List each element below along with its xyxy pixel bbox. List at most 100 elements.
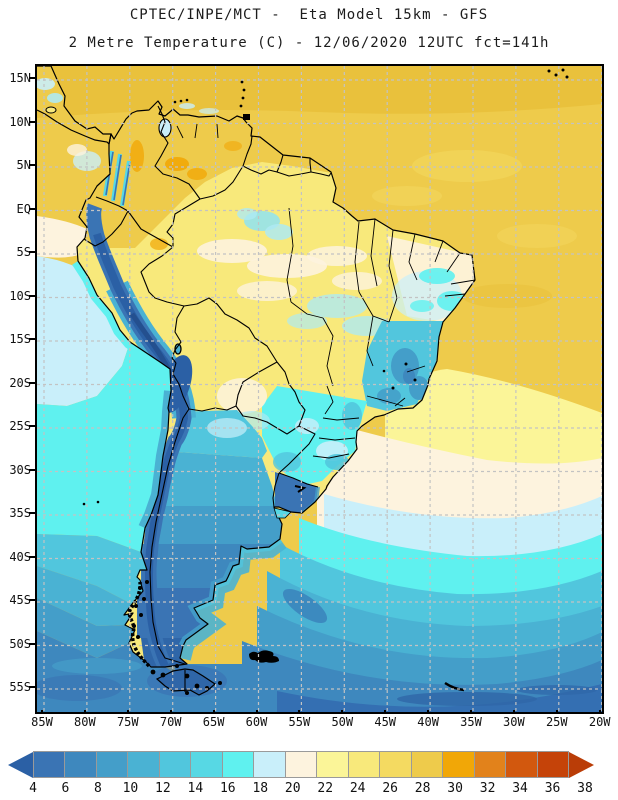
- colorbar-left-arrow: [8, 751, 33, 778]
- lat-tick: [29, 120, 35, 123]
- lat-label: 40S: [9, 549, 31, 564]
- colorbar-cell: [347, 751, 381, 778]
- colorbar-cell: [536, 751, 569, 778]
- lon-label: 35W: [460, 715, 482, 729]
- lat-label: 15N: [9, 71, 31, 85]
- lon-tick: [427, 710, 430, 714]
- lat-tick: [29, 468, 35, 471]
- lon-tick: [555, 710, 558, 714]
- lat-tick: [29, 251, 35, 253]
- colorbar-tick-label: 12: [155, 781, 171, 796]
- colorbar-tick-label: 20: [284, 781, 301, 796]
- lat-label: 45S: [9, 593, 31, 607]
- lon-tick: [212, 710, 215, 714]
- lat-label: 10S: [9, 288, 31, 303]
- lat-label: 10N: [9, 114, 31, 129]
- lon-label: 45W: [374, 715, 397, 729]
- lat-tick: [29, 164, 35, 166]
- lon-label: 65W: [202, 715, 225, 729]
- colorbar-cell: [221, 751, 255, 778]
- colorbar-tick-label: 30: [447, 781, 463, 796]
- lon-tick: [470, 710, 472, 714]
- lat-label: 25S: [9, 419, 31, 433]
- gridlines: [37, 66, 602, 712]
- lat-tick: [29, 207, 35, 210]
- lat-label: 20S: [9, 375, 31, 390]
- lat-tick: [29, 381, 35, 384]
- lon-label: 25W: [545, 715, 568, 729]
- lat-label: 30S: [9, 462, 31, 477]
- colorbar-cell: [127, 751, 160, 778]
- lon-label: 40W: [417, 715, 439, 729]
- colorbar-cell: [505, 751, 538, 778]
- lon-label: 85W: [31, 715, 53, 729]
- lon-tick: [341, 710, 344, 714]
- colorbar-tick-label: 4: [29, 781, 37, 796]
- lon-label: 55W: [288, 715, 311, 729]
- colorbar-tick-label: 28: [414, 781, 431, 796]
- colorbar-cell: [95, 751, 129, 778]
- colorbar-tick-label: 6: [61, 781, 70, 796]
- lon-label: 70W: [159, 715, 182, 729]
- colorbar-tick-label: 18: [252, 781, 269, 796]
- colorbar-cell: [253, 751, 286, 778]
- lon-label: 30W: [503, 715, 525, 729]
- colorbar-cell: [33, 751, 66, 778]
- lon-tick: [598, 710, 601, 714]
- lat-tick: [29, 338, 35, 340]
- colorbar-cell: [284, 751, 318, 778]
- lon-label: 50W: [331, 715, 354, 729]
- lon-tick: [255, 710, 258, 714]
- lat-tick: [29, 294, 35, 297]
- page-title: CPTEC/INPE/MCT - Eta Model 15km - GFS: [129, 7, 489, 23]
- lon-tick: [126, 710, 129, 714]
- lon-tick: [384, 710, 387, 714]
- lon-tick: [512, 710, 515, 714]
- colorbar-tick-label: 24: [349, 781, 366, 796]
- colorbar-right-arrow: [568, 751, 594, 778]
- lon-tick: [83, 710, 86, 714]
- lat-label: 50S: [9, 636, 31, 651]
- lon-tick: [169, 710, 172, 714]
- state-borders: [176, 123, 476, 459]
- lat-label: 5N: [16, 158, 31, 172]
- colorbar-cell: [442, 751, 475, 778]
- colorbar-tick-label: 8: [94, 781, 102, 796]
- colorbar-tick-label: 16: [219, 781, 236, 796]
- colorbar-cell: [158, 751, 192, 778]
- colorbar-cell: [410, 751, 444, 778]
- colorbar-tick-label: 26: [382, 781, 398, 796]
- lat-label: 55S: [9, 680, 31, 694]
- colorbar-tick-label: 22: [317, 781, 334, 796]
- page-subtitle: 2 Metre Temperature (C) - 12/06/2020 12U…: [68, 35, 550, 51]
- lon-label: 60W: [245, 715, 268, 729]
- lat-tick: [29, 77, 35, 79]
- temperature-colorbar: 4 6 8 10 12 14 16 18 20 22 24 26 28 30 32 34 36 38: [8, 751, 612, 797]
- lat-label: 15S: [9, 332, 31, 346]
- colorbar-tick-label: 10: [122, 781, 139, 796]
- colorbar-cell: [379, 751, 412, 778]
- colorbar-cell: [316, 751, 349, 778]
- lat-label: EQ: [16, 201, 31, 216]
- colorbar-cell: [473, 751, 507, 778]
- lat-tick: [29, 512, 35, 514]
- colorbar-tick-label: 32: [479, 781, 496, 796]
- colorbar-scale: [8, 751, 594, 778]
- lon-label: 80W: [74, 715, 96, 729]
- lat-label: 5S: [16, 245, 31, 259]
- lat-tick: [29, 642, 35, 645]
- lat-tick: [29, 599, 35, 601]
- colorbar-cell: [64, 751, 97, 778]
- lat-tick: [29, 686, 35, 688]
- lon-tick: [298, 710, 301, 714]
- lon-tick: [41, 710, 43, 714]
- temperature-map: [37, 66, 602, 712]
- colorbar-cell: [190, 751, 223, 778]
- lat-tick: [29, 425, 35, 427]
- lakes-and-islands: [45, 68, 569, 695]
- colorbar-tick-label: 38: [577, 781, 593, 796]
- colorbar-tick-label: 34: [512, 781, 528, 796]
- lat-tick: [29, 555, 35, 558]
- lon-label: 20W: [588, 715, 611, 729]
